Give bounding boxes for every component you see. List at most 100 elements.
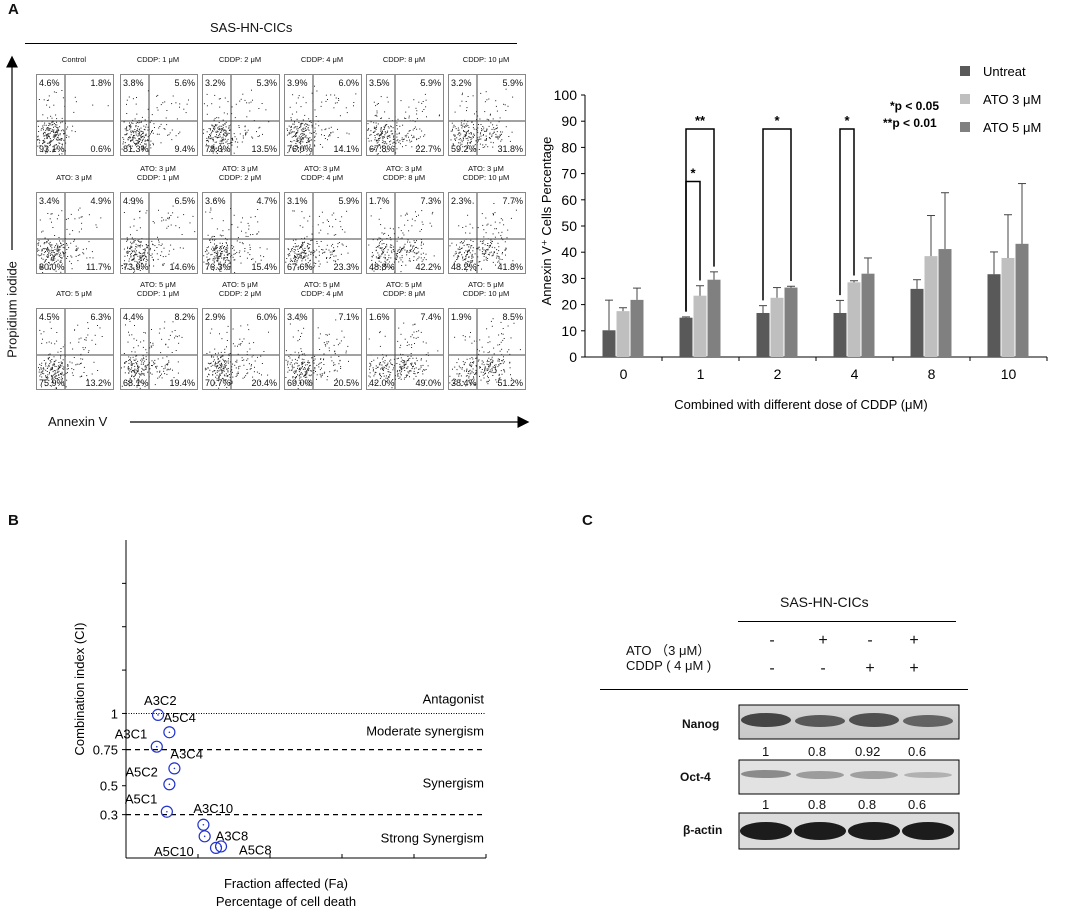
flow-dot xyxy=(462,227,464,228)
flow-dot xyxy=(136,355,138,357)
flow-dot xyxy=(327,233,329,235)
flow-dot xyxy=(250,216,252,218)
flow-dot xyxy=(232,363,234,365)
flow-dot xyxy=(219,148,221,150)
bar xyxy=(987,274,1001,357)
flow-dot xyxy=(45,259,47,261)
flow-dot xyxy=(224,130,226,132)
flow-dot xyxy=(465,134,467,136)
flow-dot xyxy=(228,130,230,131)
flow-dot xyxy=(50,128,52,130)
flow-dot xyxy=(46,256,48,258)
flow-dot xyxy=(500,370,502,372)
flow-dot xyxy=(380,134,382,136)
flow-dot xyxy=(401,139,403,140)
flow-dot xyxy=(159,375,161,377)
flow-dot xyxy=(289,130,291,132)
flow-dot xyxy=(47,128,49,130)
flow-dot xyxy=(386,131,388,133)
legend-label: Untreat xyxy=(983,64,1026,79)
flow-dot xyxy=(142,252,144,254)
flow-dot xyxy=(326,258,327,259)
flow-dot xyxy=(220,131,222,133)
flow-dot xyxy=(254,366,255,368)
flow-dot xyxy=(324,251,326,253)
flow-dot xyxy=(456,137,458,139)
flow-dot xyxy=(131,147,133,149)
flow-dot xyxy=(495,364,497,366)
flow-dot xyxy=(395,142,397,144)
flow-dot xyxy=(315,123,317,125)
flow-dot xyxy=(297,147,299,149)
flow-dot xyxy=(133,267,135,269)
flow-dot xyxy=(258,108,260,109)
flow-dot xyxy=(215,366,217,368)
flow-dot xyxy=(54,149,56,151)
flow-dot xyxy=(262,133,263,135)
flow-dot xyxy=(80,358,82,360)
flow-dot xyxy=(47,248,49,250)
flow-dot xyxy=(217,260,219,262)
flow-dot xyxy=(486,368,488,370)
flow-dot xyxy=(234,136,236,138)
flow-dot xyxy=(158,241,160,243)
flow-dot xyxy=(247,252,249,254)
flow-dot xyxy=(298,364,300,366)
flow-dot xyxy=(137,368,139,370)
flow-dot xyxy=(51,376,53,378)
flow-dot xyxy=(206,140,208,141)
flow-dot xyxy=(136,97,137,98)
flow-dot xyxy=(219,333,220,335)
quadrant-percent: 11.7% xyxy=(86,262,111,272)
flow-dot xyxy=(491,128,493,130)
flow-dot xyxy=(137,255,139,257)
flow-dot xyxy=(214,198,216,200)
flow-dot xyxy=(133,250,135,252)
flow-dot xyxy=(397,250,399,252)
flow-dot xyxy=(245,134,246,136)
flow-dot xyxy=(133,363,135,365)
flow-dot xyxy=(58,255,60,257)
flow-dot xyxy=(488,379,490,381)
flow-dot xyxy=(478,265,480,266)
flow-dot xyxy=(78,341,80,343)
oct4-value: 0.8 xyxy=(858,797,877,812)
flow-dot xyxy=(326,341,328,343)
flow-dot xyxy=(174,337,175,339)
flow-dot xyxy=(397,139,399,141)
flow-dot xyxy=(300,247,302,248)
flow-dot xyxy=(146,352,148,354)
flow-dot xyxy=(398,261,400,263)
flow-dot xyxy=(295,369,297,371)
flow-dot xyxy=(204,251,206,253)
flow-dot xyxy=(129,370,131,372)
flow-dot xyxy=(136,370,138,372)
flow-dot xyxy=(220,246,222,247)
flow-dot xyxy=(291,261,293,262)
flow-dot xyxy=(370,134,372,136)
flow-plot-title: Control xyxy=(24,55,124,64)
flow-dot xyxy=(468,250,470,252)
quadrant-percent: 93.1% xyxy=(39,144,65,154)
flow-dot xyxy=(289,133,291,135)
flow-dot xyxy=(56,254,58,256)
flow-dot xyxy=(47,374,49,376)
flow-dot xyxy=(143,362,145,364)
flow-dot xyxy=(501,259,503,260)
flow-dot xyxy=(138,366,140,368)
flow-dot xyxy=(217,362,219,364)
flow-dot xyxy=(469,252,471,254)
flow-dot xyxy=(465,255,467,257)
flow-dot xyxy=(208,136,210,137)
flow-dot xyxy=(129,382,131,384)
flow-dot xyxy=(130,127,132,129)
flow-dot xyxy=(127,250,129,252)
flow-dot xyxy=(131,334,133,336)
wb-divider xyxy=(600,689,968,690)
flow-dot xyxy=(217,253,219,255)
flow-dot xyxy=(130,253,131,255)
flow-dot xyxy=(467,145,469,146)
flow-dot xyxy=(249,247,251,249)
flow-dot xyxy=(157,94,159,96)
flow-dot xyxy=(493,372,495,374)
